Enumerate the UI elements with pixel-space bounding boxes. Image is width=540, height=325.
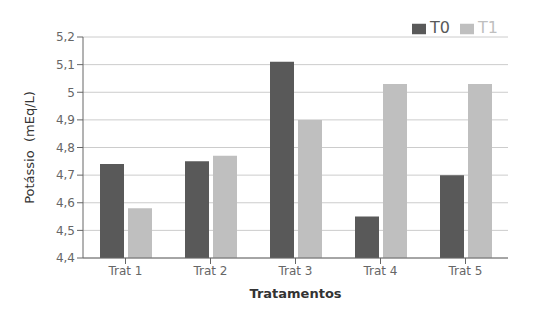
- svg-text:5: 5: [67, 86, 75, 100]
- svg-text:Trat 3: Trat 3: [277, 264, 312, 278]
- svg-text:Trat 4: Trat 4: [362, 264, 397, 278]
- svg-text:Trat 2: Trat 2: [192, 264, 227, 278]
- svg-text:Potássio (mEq/L): Potássio (mEq/L): [22, 91, 37, 204]
- svg-text:Trat 5: Trat 5: [447, 264, 482, 278]
- svg-text:4,8: 4,8: [56, 141, 75, 155]
- svg-text:Tratamentos: Tratamentos: [249, 286, 341, 301]
- svg-text:4,5: 4,5: [56, 224, 75, 238]
- svg-text:4,4: 4,4: [56, 251, 75, 265]
- svg-text:Trat 1: Trat 1: [107, 264, 142, 278]
- html-text:T1: T1: [478, 18, 498, 37]
- svg-text:4,6: 4,6: [56, 196, 75, 210]
- html-text:T0: T0: [430, 18, 450, 37]
- svg-text:5,2: 5,2: [56, 30, 75, 44]
- svg-text:4,9: 4,9: [56, 113, 75, 127]
- svg-text:4,7: 4,7: [56, 168, 75, 182]
- svg-text:5,1: 5,1: [56, 58, 75, 72]
